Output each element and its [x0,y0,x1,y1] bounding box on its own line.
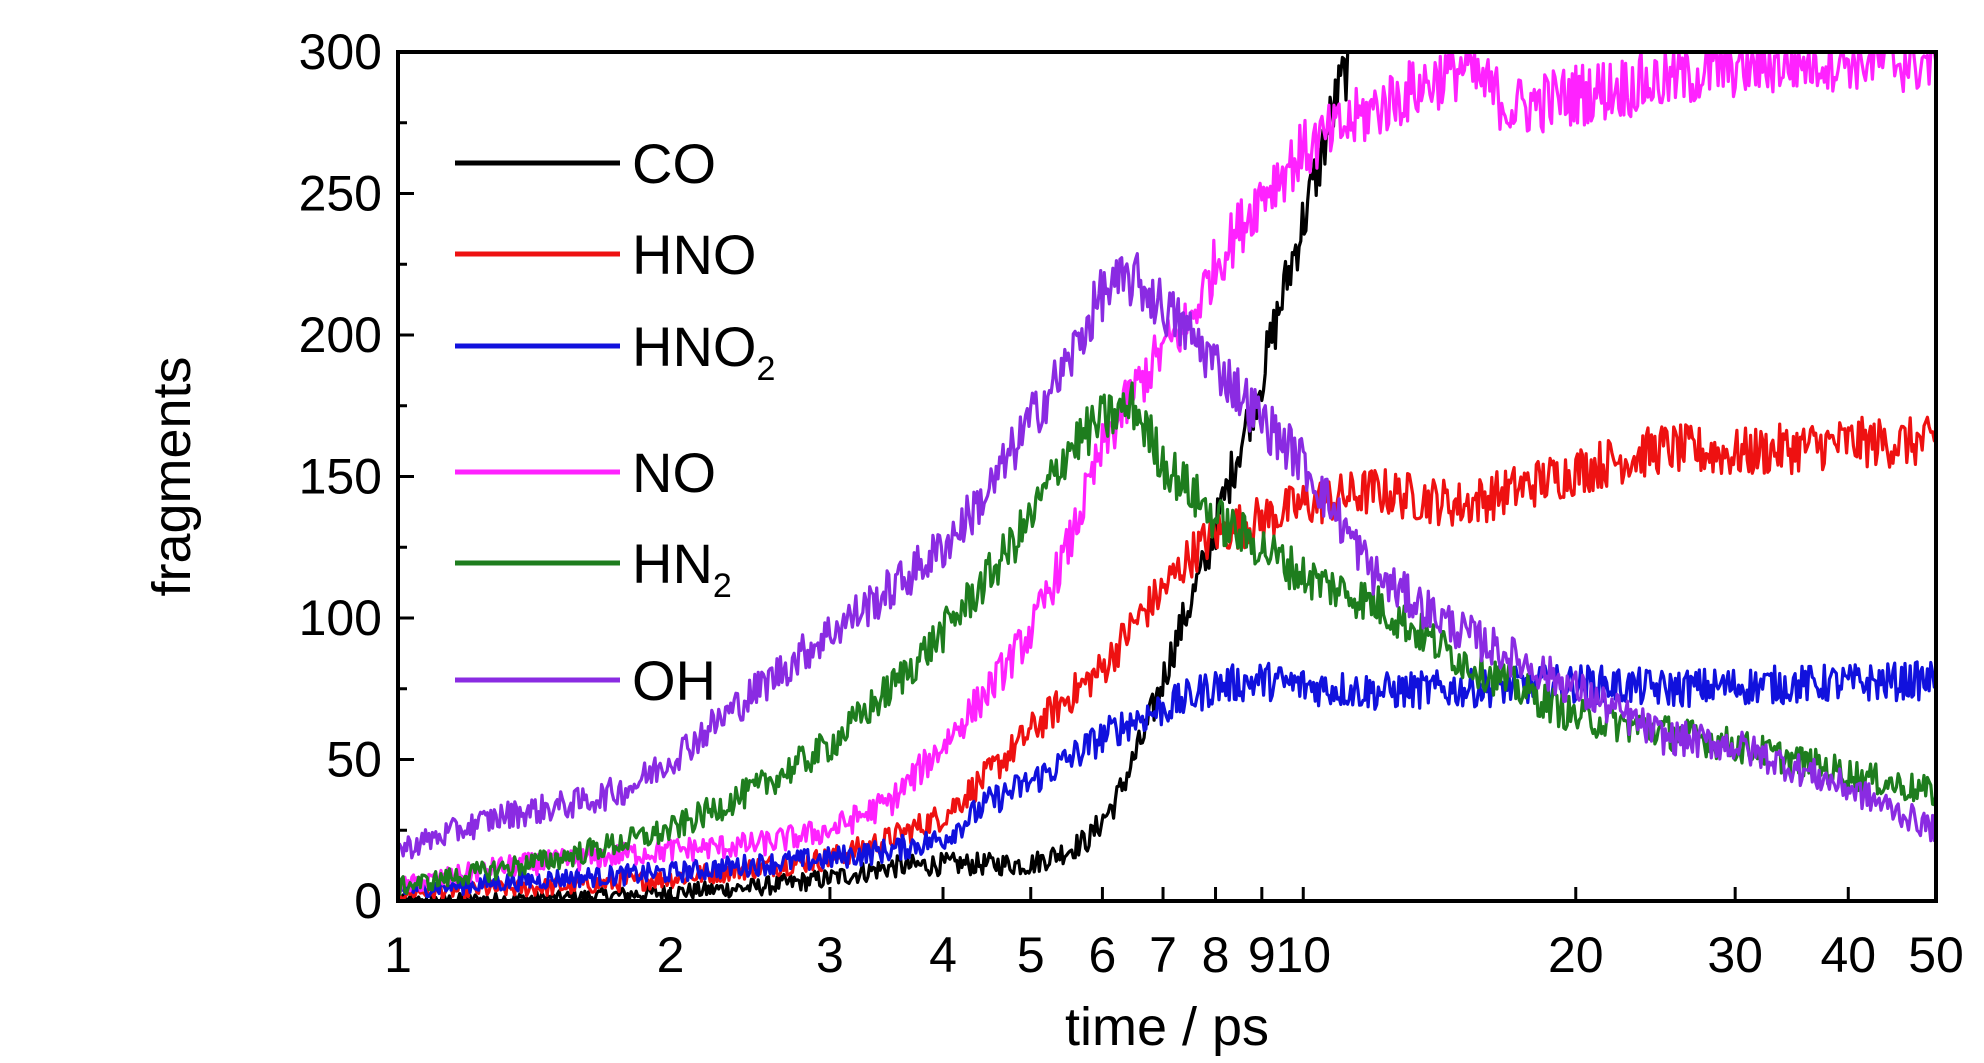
x-tick-label: 1 [384,927,412,983]
series-layer [398,52,1936,901]
x-tick-label: 30 [1707,927,1763,983]
y-tick-label: 250 [299,166,382,222]
x-tick-label: 7 [1149,927,1177,983]
legend: CO HNO HNO2 NO HN2 OH [455,132,775,712]
series-line-hno2 [398,660,1936,899]
legend-label-co: CO [632,132,716,195]
y-tick-label: 0 [354,873,382,929]
x-tick-label: 40 [1820,927,1876,983]
x-tick-label: 3 [816,927,844,983]
legend-label-hno: HNO [632,223,756,286]
x-tick-label: 2 [657,927,685,983]
x-tick-label: 10 [1275,927,1331,983]
y-axis-title: fragments [142,356,202,596]
y-tick-label: 150 [299,449,382,505]
series-line-co [398,52,1352,901]
legend-label-hn2: HN2 [632,532,732,605]
legend-label-hno2: HNO2 [632,315,775,388]
tick-layer: 1 2 3 4 5 6 7 8 9 10 20 30 40 50 0 50 100 150 200 250 300 [299,24,1964,983]
x-tick-label: 50 [1908,927,1964,983]
x-tick-label: 9 [1248,927,1276,983]
y-tick-label: 200 [299,307,382,363]
x-tick-label: 20 [1548,927,1604,983]
y-tick-label: 50 [326,732,382,788]
x-tick-label: 5 [1017,927,1045,983]
y-tick-label: 100 [299,590,382,646]
y-tick-label: 300 [299,24,382,80]
series-line-hno [398,415,1936,901]
legend-label-no: NO [632,441,716,504]
legend-label-oh: OH [632,649,716,712]
x-tick-label: 6 [1089,927,1117,983]
series-line-oh [398,252,1936,860]
x-tick-label: 8 [1202,927,1230,983]
x-tick-label: 4 [929,927,957,983]
x-axis-title: time / ps [1065,997,1269,1057]
